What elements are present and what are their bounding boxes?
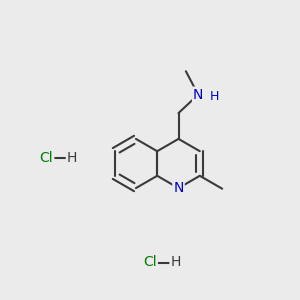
Text: Cl: Cl — [40, 151, 53, 164]
Text: H: H — [210, 90, 219, 103]
Text: H: H — [67, 151, 77, 164]
Text: H: H — [171, 256, 181, 269]
Text: N: N — [173, 181, 184, 195]
Text: N: N — [193, 88, 203, 102]
Text: Cl: Cl — [143, 256, 157, 269]
